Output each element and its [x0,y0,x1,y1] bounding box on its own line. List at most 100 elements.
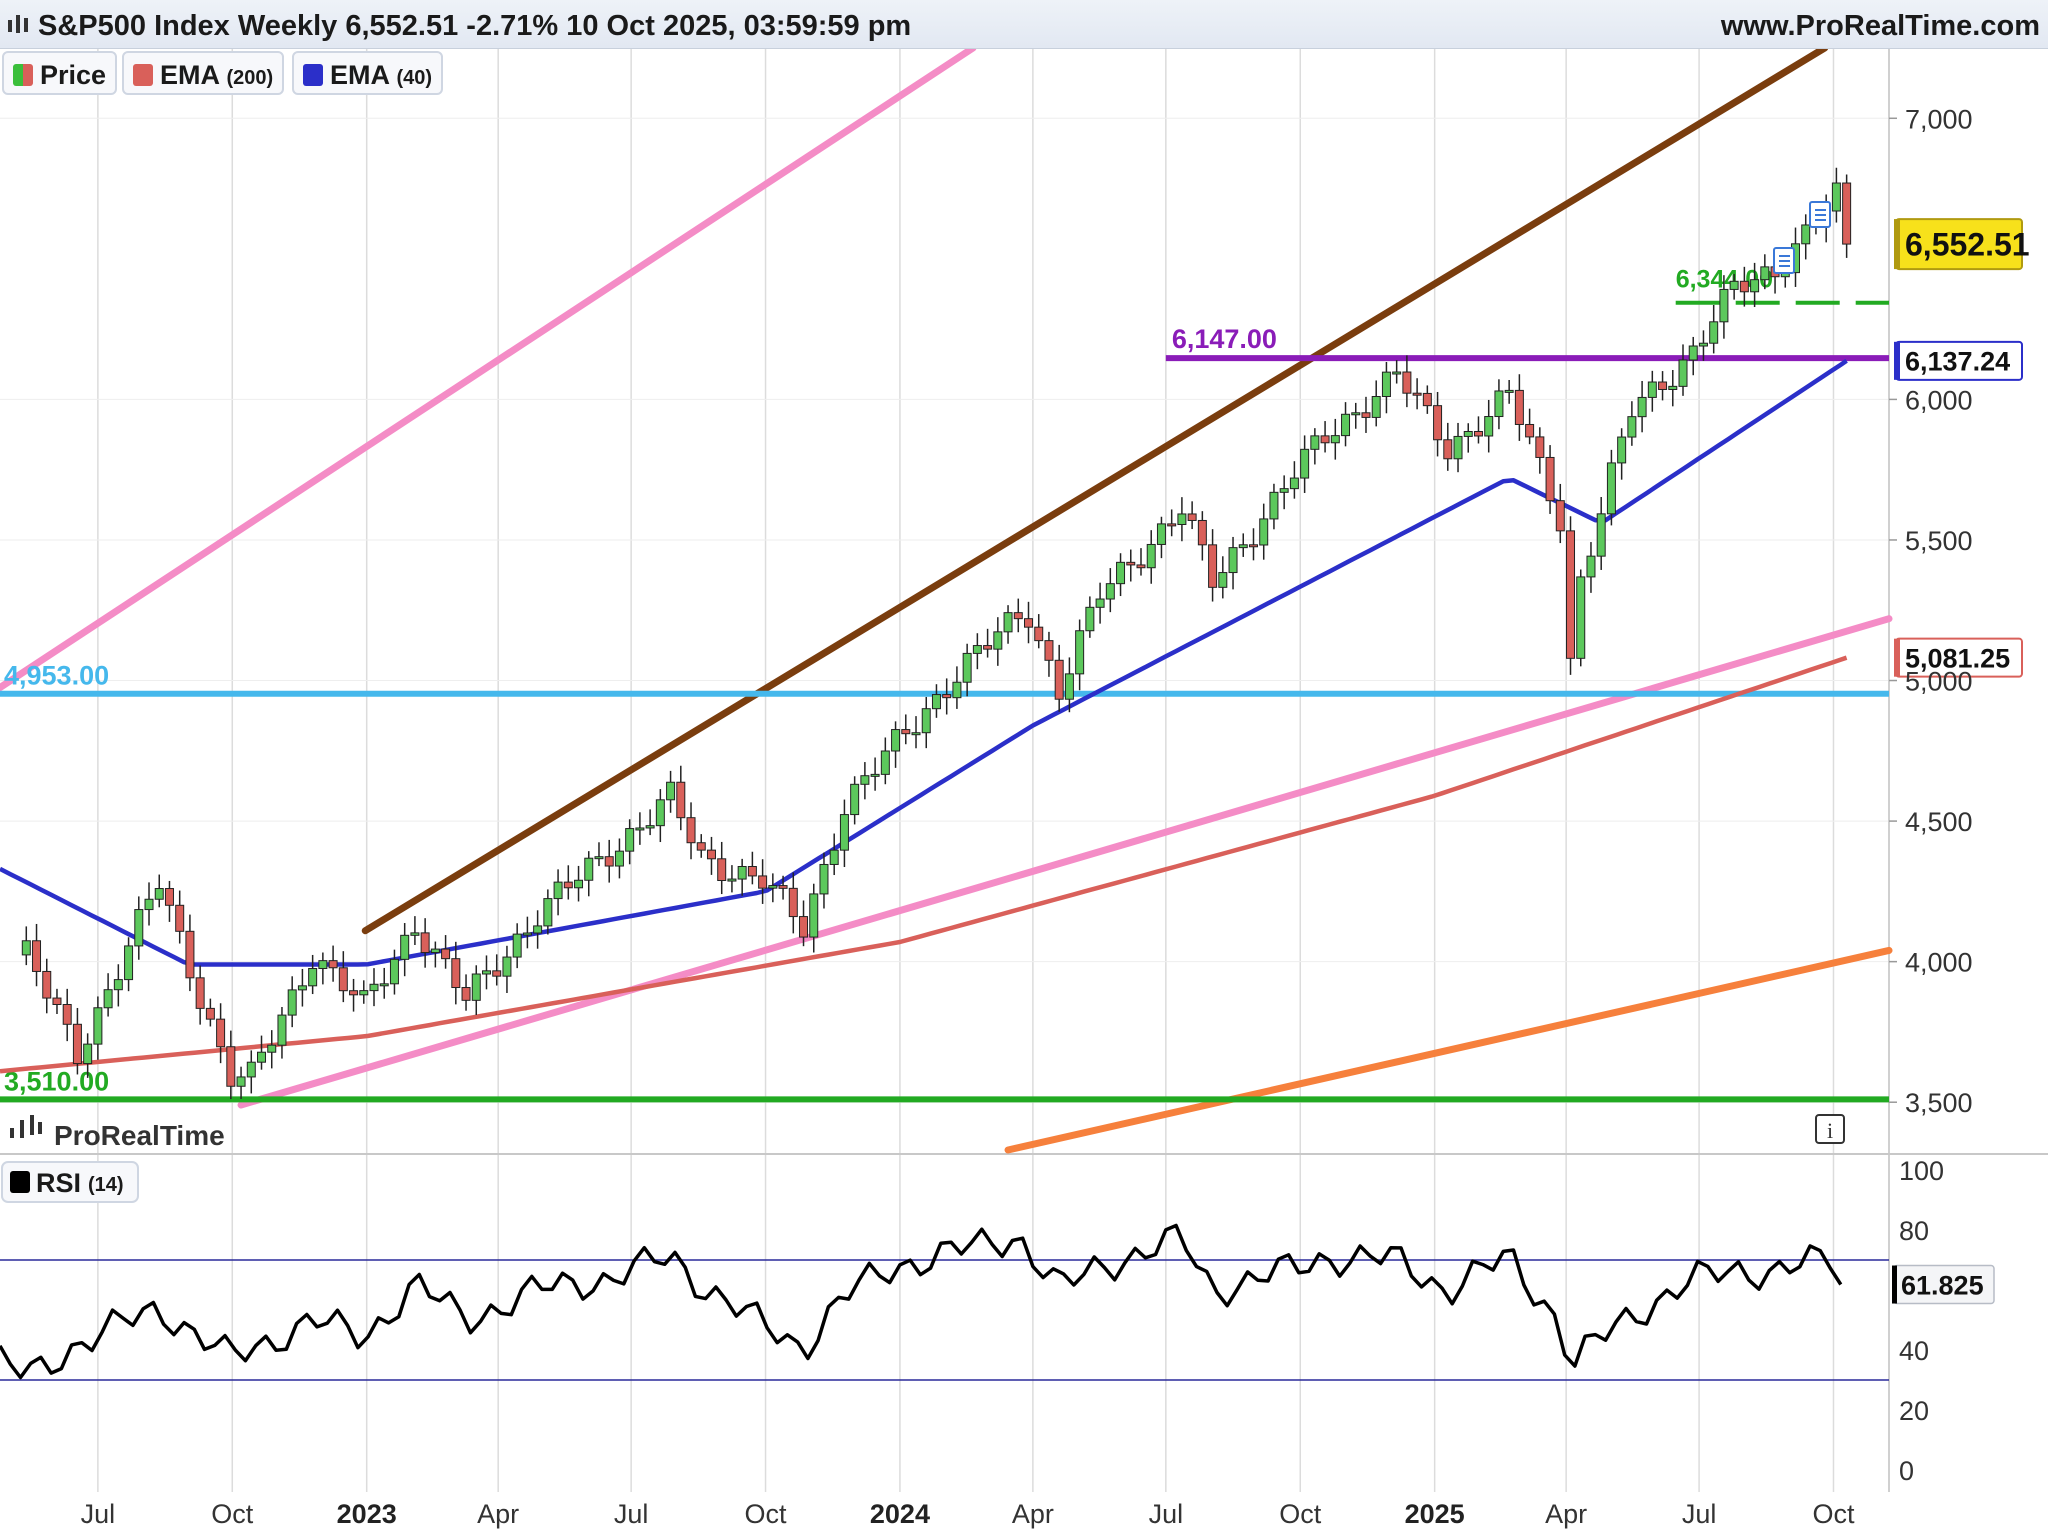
candle-up [584,857,594,881]
candle-up [1064,673,1074,700]
candle-up [1729,280,1739,290]
candle-down [1167,523,1177,527]
candle-up [1156,523,1166,545]
candle-up [1392,371,1402,375]
candle-down [1443,439,1453,460]
candle-down [62,1003,72,1025]
candle-up [666,781,676,801]
candle-up [1371,396,1381,418]
candle-down [1566,530,1576,659]
candle-down [1555,500,1565,532]
legend-ema-40[interactable]: EMA (40) [292,51,444,95]
candle-up [430,948,440,954]
candle-up [1709,321,1719,344]
candle-up [83,1043,93,1065]
candle-down [216,1018,226,1048]
candle-down [778,885,788,889]
candle-up [1085,606,1095,632]
candle-up [962,652,972,683]
x-tick-label: Jul [81,1499,116,1529]
candle-down [461,987,471,1001]
level-note-icon[interactable] [1773,247,1795,274]
legend-ema-200[interactable]: EMA (200) [122,51,285,95]
x-tick-label: Oct [1279,1499,1322,1529]
candle-up [809,893,819,938]
candle-up [1484,416,1494,437]
candle-up [1238,544,1248,549]
candle-down [175,904,185,932]
rsi-marker-tab [1892,1265,1897,1304]
level-label: 6,147.00 [1172,324,1277,354]
candle-up [860,775,870,785]
candle-down [42,970,52,999]
candle-up [471,973,481,1001]
candle-up [308,968,318,987]
candle-up [1453,435,1463,460]
candle-down [1248,544,1258,548]
trendline [361,44,1829,935]
candle-up [93,1007,103,1045]
level-note-icon[interactable] [1809,201,1831,228]
rsi-tick-label: 40 [1899,1336,1929,1366]
ema-40-line [0,358,1848,967]
candle-down [901,729,911,735]
price-marker-label: 6,552.51 [1905,227,2030,263]
candle-down [164,888,174,906]
chart-title: S&P500 Index Weekly 6,552.51 -2.71% 10 O… [38,10,912,42]
candle-up [921,708,931,734]
candle-up [635,827,645,831]
x-tick-label: Oct [211,1499,254,1529]
candles-icon [8,15,28,33]
legend-price[interactable]: Price [2,51,118,95]
candle-down [1402,371,1412,394]
candle-down [72,1023,82,1065]
candle-up [1617,436,1627,464]
x-tick-label: Apr [477,1499,519,1529]
site-link[interactable]: www.ProRealTime.com [1720,10,2040,42]
candle-up [410,932,420,936]
candle-down [195,977,205,1009]
candle-up [931,694,941,710]
candle-down [1208,544,1218,588]
x-tick-label: Apr [1545,1499,1587,1529]
candle-up [574,879,584,889]
candle-down [758,875,768,889]
x-tick-label: Oct [1812,1499,1855,1529]
candle-up [522,932,532,936]
candle-up [21,940,31,956]
candle-up [1218,572,1228,588]
candle-up [880,750,890,775]
candle-down [1514,389,1524,425]
ema-40-swatch [303,64,323,86]
price-axis: 3,500 4,000 4,500 5,000 5,500 6,000 7,000 [1889,104,1973,1118]
candle-up [891,729,901,752]
candle-down [788,887,798,918]
candle-up [144,898,154,911]
candle-down [686,817,696,844]
candle-up [1719,288,1729,323]
candle-down [1013,612,1023,620]
rsi-legend-sub: (14) [88,1174,124,1196]
candle-up [870,773,880,777]
candle-down [205,1007,215,1020]
candle-up [369,983,379,992]
candle-up [1269,491,1279,520]
candle-down [1525,423,1535,438]
candle-up [952,681,962,699]
candle-up [1177,513,1187,526]
ema-40-marker-label: 6,137.24 [1905,347,2010,377]
candle-up [1075,630,1085,675]
y-tick-label: 6,000 [1905,385,1973,415]
candle-up [287,989,297,1016]
candle-down [563,881,573,889]
trendline [0,44,977,692]
candle-up [1463,430,1473,437]
candle-up [1381,371,1391,398]
ema-200 [0,655,1848,1074]
price-marker-tab [1894,219,1900,270]
candle-up [625,828,635,852]
info-icon[interactable]: i [1815,1114,1845,1144]
candle-down [747,866,757,877]
candle-up [533,925,543,934]
